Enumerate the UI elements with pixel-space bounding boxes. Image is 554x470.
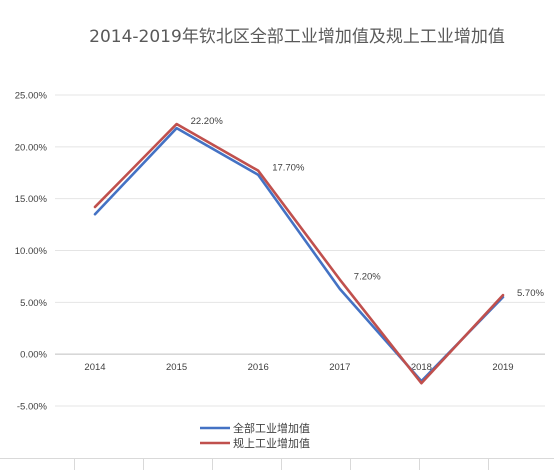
series-line-2: [93, 122, 505, 385]
y-tick-label: 5.00%: [20, 298, 47, 309]
x-tick-label: 2017: [329, 362, 350, 373]
y-tick-label: -5.00%: [17, 402, 48, 413]
legend-label-2: 规上工业增加值: [233, 436, 310, 450]
data-label: 17.70%: [272, 163, 305, 174]
x-tick-label: 2018: [411, 362, 432, 373]
y-tick-label: 10.00%: [15, 246, 48, 257]
x-tick-label: 2014: [84, 362, 105, 373]
chart-title: 2014-2019年钦北区全部工业增加值及规上工业增加值: [89, 27, 505, 47]
y-tick-label: 25.00%: [15, 91, 48, 102]
x-tick-label: 2019: [492, 362, 513, 373]
x-tick-label: 2016: [248, 362, 269, 373]
y-tick-label: 15.00%: [15, 194, 48, 205]
data-label: 7.20%: [354, 272, 381, 283]
x-tick-label: 2015: [166, 362, 187, 373]
y-tick-label: 20.00%: [15, 142, 48, 153]
data-label: 22.20%: [191, 116, 224, 127]
legend-label-1: 全部工业增加值: [233, 421, 310, 435]
bottom-table-border: [0, 458, 554, 470]
y-tick-label: 0.00%: [20, 350, 47, 361]
data-label: 5.70%: [517, 288, 544, 299]
